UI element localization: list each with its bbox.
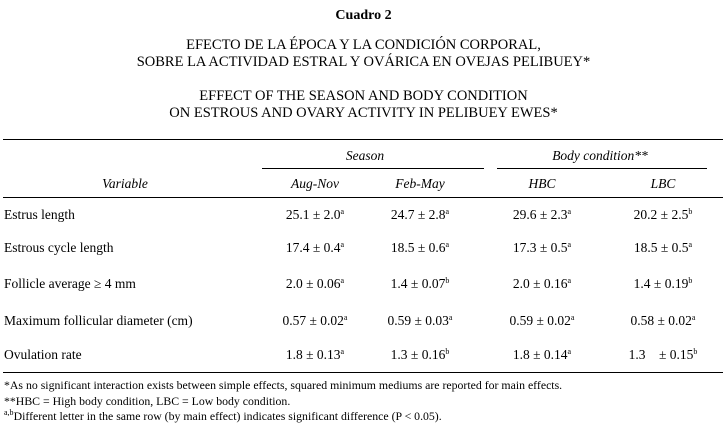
spanish-title: EFECTO DE LA ÉPOCA Y LA CONDICIÓN CORPOR… [0, 37, 727, 71]
column-header-feb-may: Feb-May [395, 176, 445, 191]
value-cell: 20.2 ± 2.5b [633, 207, 693, 222]
row-label: Estrous cycle length [4, 240, 114, 255]
value-cell: 0.57 ± 0.02a [282, 313, 348, 328]
english-title-line-1: EFFECT OF THE SEASON AND BODY CONDITION [199, 88, 528, 104]
row-label: Ovulation rate [4, 347, 82, 362]
value-cell: 1.8 ± 0.14a [512, 347, 572, 362]
value-cell: 1.4 ± 0.19b [633, 276, 693, 291]
value-cell: 1.3 ± 0.15b [628, 347, 698, 362]
header-bottom-rule [3, 197, 723, 198]
value-cell: 0.59 ± 0.03a [387, 313, 453, 328]
table-caption-number: Cuadro 2 [335, 8, 392, 23]
value-cell: 1.8 ± 0.13a [285, 347, 345, 362]
value-cell: 0.59 ± 0.02a [509, 313, 575, 328]
table-bottom-rule [3, 372, 723, 374]
footnote-interaction: *As no significant interaction exists be… [4, 378, 563, 392]
footnote-body-condition: **HBC = High body condition, LBC = Low b… [4, 393, 291, 408]
row-label: Follicle average ≥ 4 mm [4, 276, 136, 291]
value-cell: 18.5 ± 0.5a [633, 240, 693, 255]
value-cell: 17.4 ± 0.4a [285, 240, 345, 255]
value-cell: 29.6 ± 2.3a [512, 207, 572, 222]
value-cell: 1.4 ± 0.07b [390, 276, 450, 291]
footnote-significance: a,bDifferent letter in the same row (by … [4, 408, 442, 424]
group-header-season: Season [345, 148, 385, 163]
value-cell: 24.7 ± 2.8a [390, 207, 450, 222]
column-header-aug-nov: Aug-Nov [291, 176, 339, 191]
value-cell: 1.3 ± 0.16b [390, 347, 450, 362]
column-header-hbc: HBC [528, 176, 556, 191]
season-group-rule [262, 168, 484, 169]
group-header-body-condition: Body condition** [552, 148, 648, 163]
value-cell: 2.0 ± 0.06a [285, 276, 345, 291]
value-cell: 17.3 ± 0.5a [512, 240, 572, 255]
column-header-lbc: LBC [650, 176, 676, 191]
table-top-rule [3, 139, 723, 141]
row-label: Estrus length [4, 207, 75, 222]
value-cell: 2.0 ± 0.16a [512, 276, 572, 291]
column-header-variable: Variable [102, 176, 148, 191]
english-title-line-2: ON ESTROUS AND OVARY ACTIVITY IN PELIBUE… [169, 105, 558, 121]
row-label: Maximum follicular diameter (cm) [4, 313, 193, 328]
spanish-title-line-2: SOBRE LA ACTIVIDAD ESTRAL Y OVÁRICA EN O… [136, 54, 591, 70]
value-cell: 18.5 ± 0.6a [390, 240, 450, 255]
table-footnotes: *As no significant interaction exists be… [4, 378, 562, 425]
value-cell: 25.1 ± 2.0a [285, 207, 345, 222]
english-title: EFFECT OF THE SEASON AND BODY CONDITION … [0, 88, 727, 122]
value-cell: 0.58 ± 0.02a [630, 313, 696, 328]
body-condition-group-rule [497, 168, 707, 169]
spanish-title-line-1: EFECTO DE LA ÉPOCA Y LA CONDICIÓN CORPOR… [186, 37, 541, 53]
